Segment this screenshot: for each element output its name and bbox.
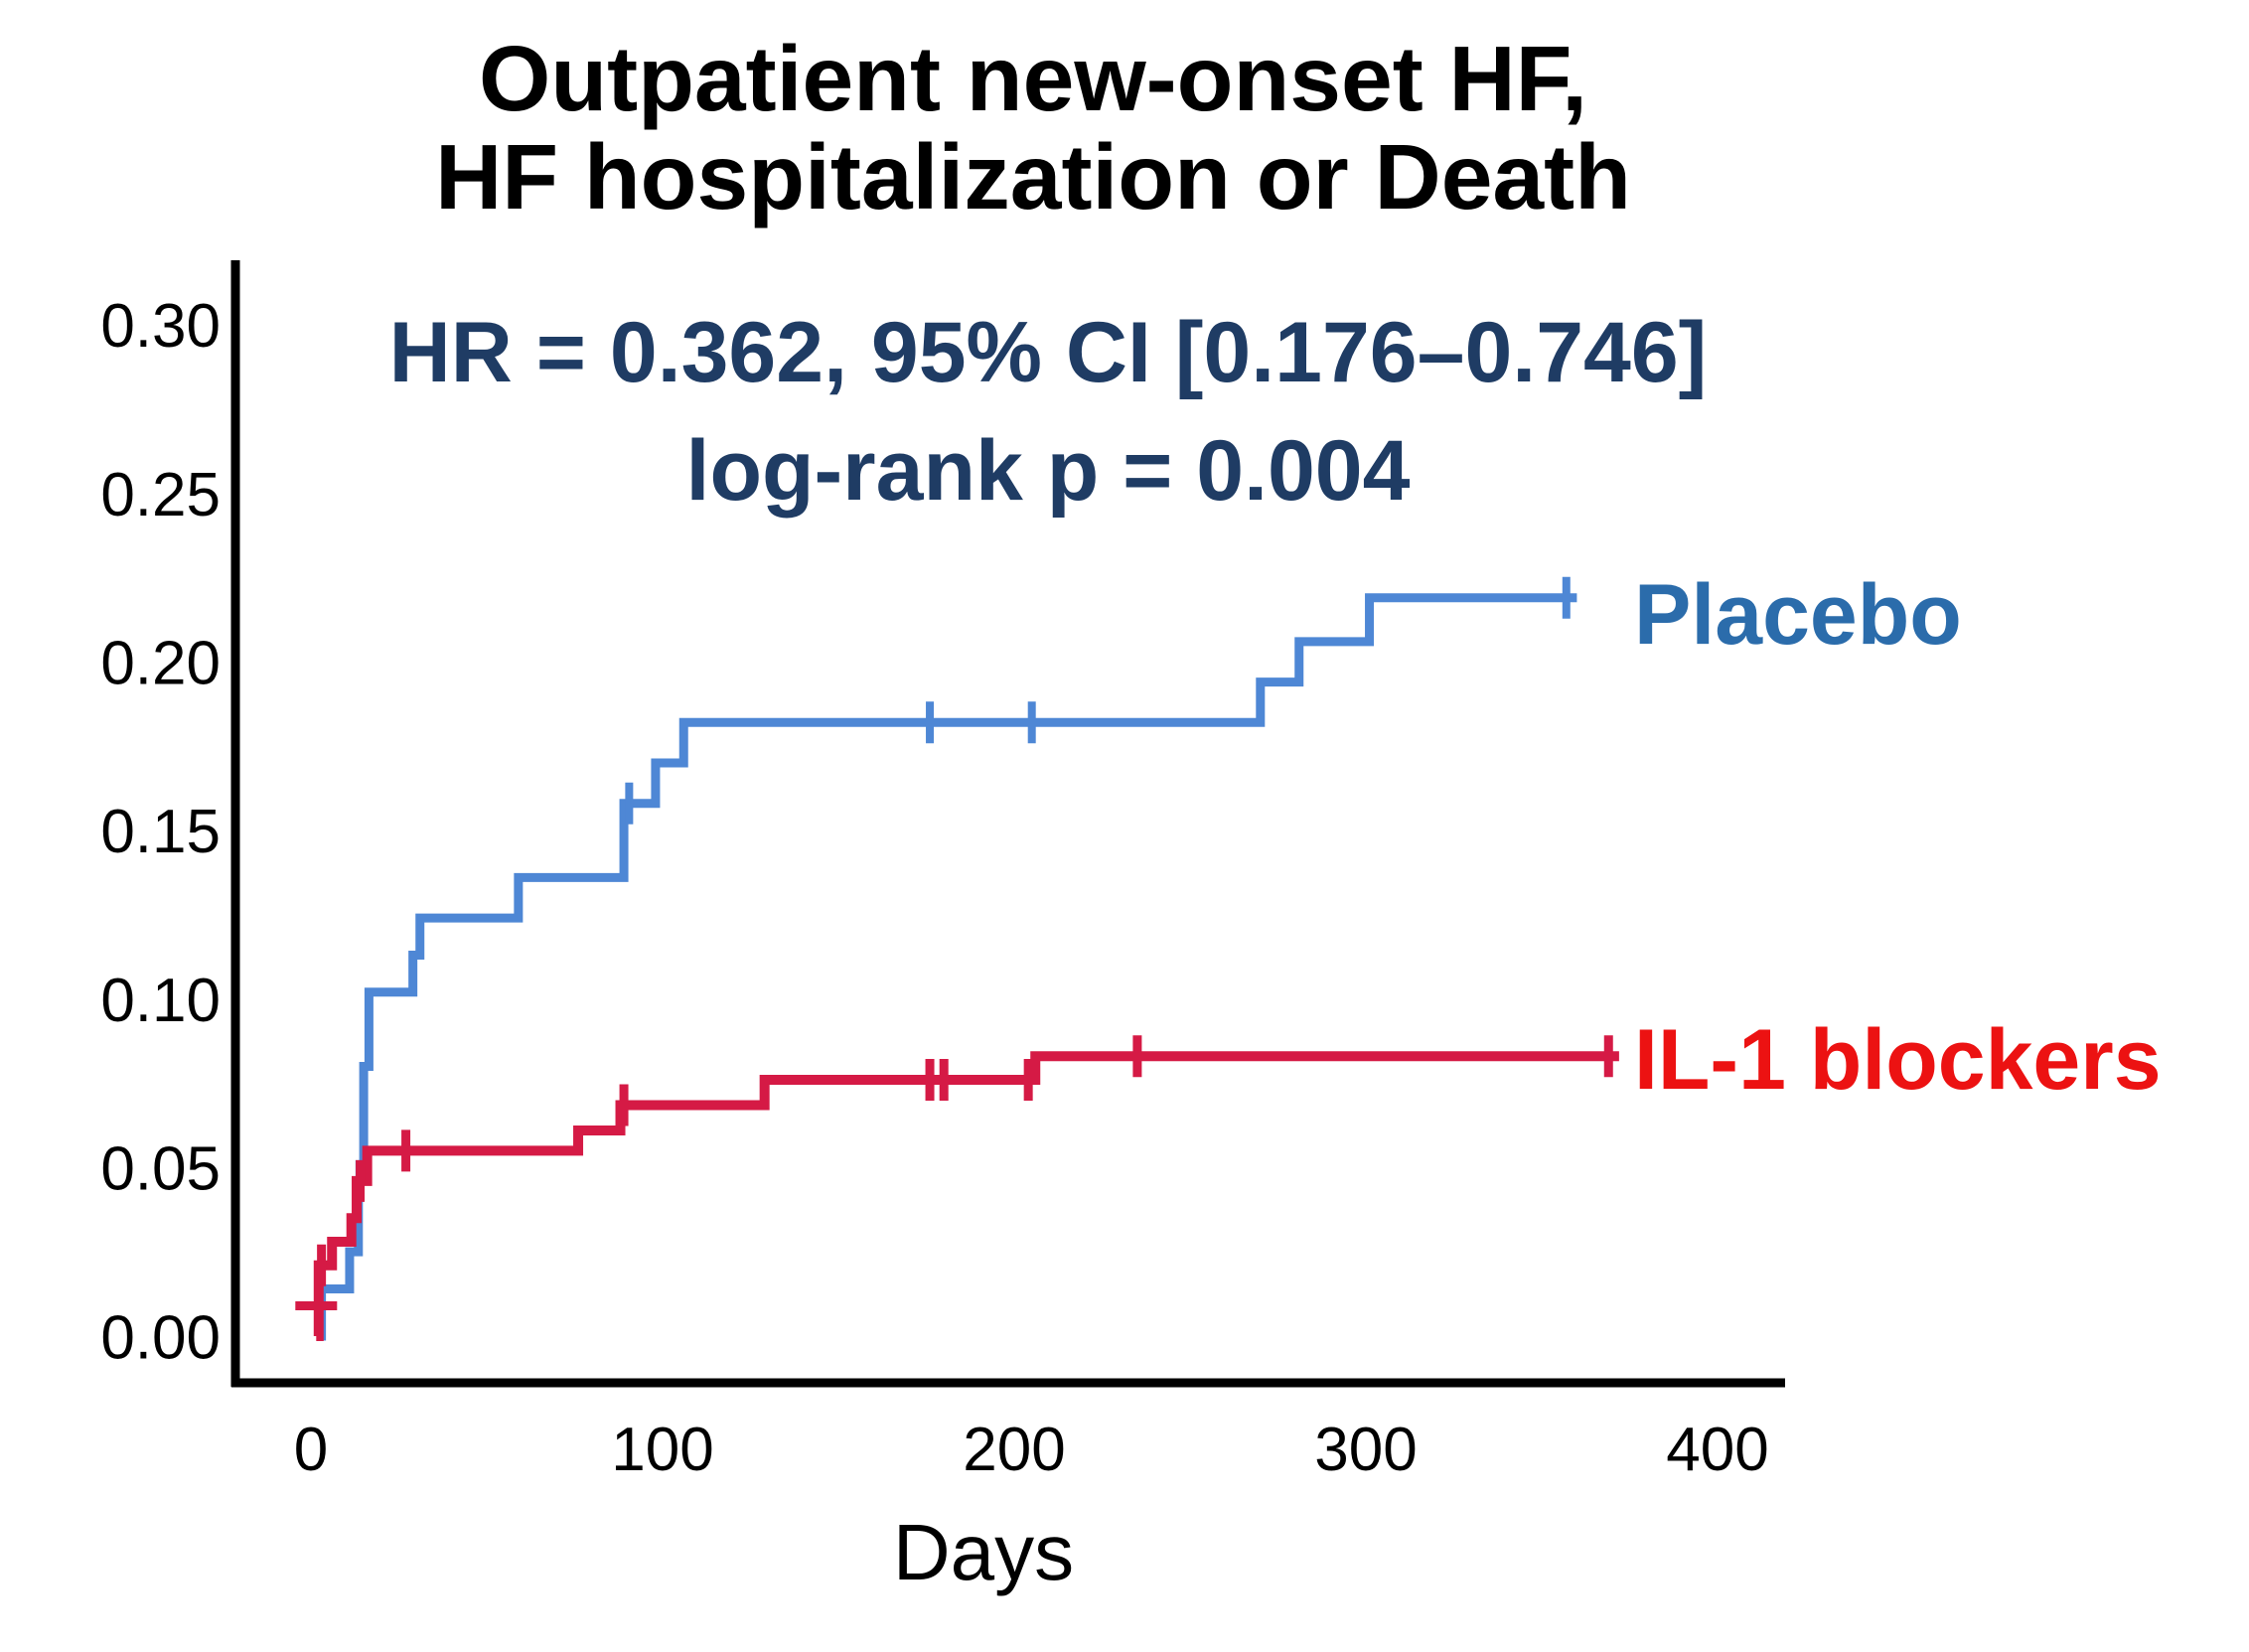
hr-annotation: HR = 0.362, 95% CI [0.176–0.746] log-ran… — [0, 294, 2096, 530]
placebo-curve — [317, 593, 1577, 1341]
y-tick-label-0.25: 0.25 — [100, 461, 221, 529]
y-tick-label-0.05: 0.05 — [100, 1135, 221, 1204]
y-tick-label-0.20: 0.20 — [100, 630, 221, 698]
hr-annotation-line2: log-rank p = 0.004 — [685, 423, 1411, 519]
chart-title-line2: HF hospitalization or Death — [435, 125, 1631, 228]
hr-annotation-line1: HR = 0.362, 95% CI [0.176–0.746] — [388, 305, 1708, 400]
x-tick-label-100: 100 — [611, 1416, 713, 1484]
x-tick-label-0: 0 — [294, 1416, 328, 1484]
chart-title: Outpatient new-onset HF, HF hospitalizat… — [0, 30, 2066, 226]
x-tick-label-400: 400 — [1666, 1416, 1768, 1484]
chart-title-line1: Outpatient new-onset HF, — [479, 27, 1587, 130]
placebo-label: Placebo — [1634, 567, 1962, 663]
il1-blockers-label: IL-1 blockers — [1634, 1012, 2162, 1108]
il-1-blockers-curve — [313, 1051, 1619, 1341]
y-tick-label-0.15: 0.15 — [100, 798, 221, 866]
x-tick-label-300: 300 — [1314, 1416, 1417, 1484]
y-tick-label-0.00: 0.00 — [100, 1303, 221, 1372]
y-tick-label-0.10: 0.10 — [100, 967, 221, 1035]
x-tick-label-200: 200 — [963, 1416, 1065, 1484]
y-tick-label-0.30: 0.30 — [100, 292, 221, 361]
x-axis-title: Days — [893, 1508, 1074, 1596]
